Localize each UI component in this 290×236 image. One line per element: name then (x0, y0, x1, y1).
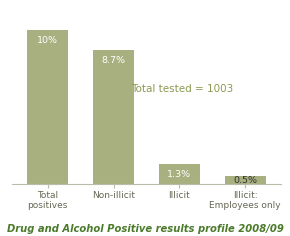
Text: 1.3%: 1.3% (167, 170, 191, 179)
Bar (225, 176, 266, 184)
Bar (27, 30, 68, 184)
Bar (159, 164, 200, 184)
Bar (93, 50, 134, 184)
Text: 0.5%: 0.5% (233, 176, 257, 185)
Text: 10%: 10% (37, 36, 58, 45)
Text: 8.7%: 8.7% (102, 56, 126, 65)
Text: Drug and Alcohol Positive results profile 2008/09: Drug and Alcohol Positive results profil… (7, 224, 283, 234)
Text: Total tested = 1003: Total tested = 1003 (131, 84, 234, 94)
